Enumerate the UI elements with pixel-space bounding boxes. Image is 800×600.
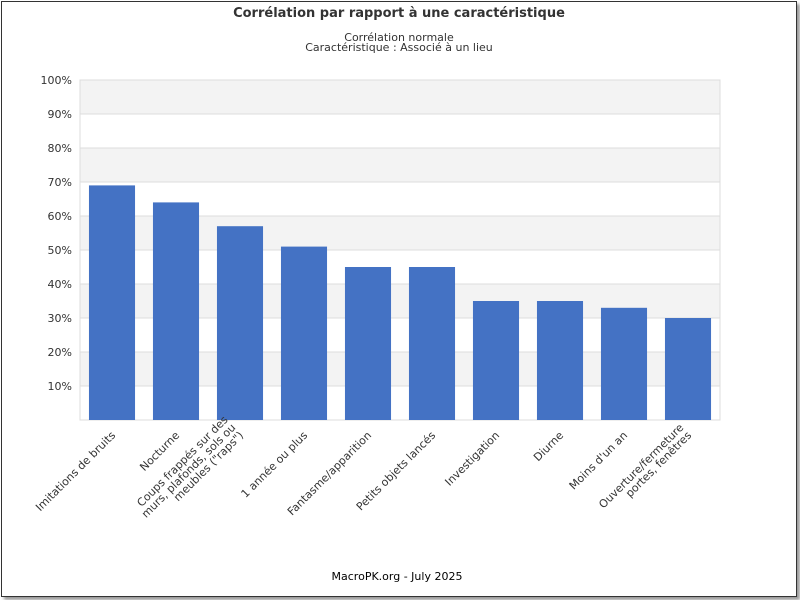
chart-subtitle-line-1: Corrélation normale [344, 31, 454, 44]
y-tick-label: 60% [48, 210, 72, 223]
y-tick-label: 100% [41, 74, 72, 87]
chart-title: Corrélation par rapport à une caractéris… [233, 6, 565, 21]
x-tick-label-line: 1 année ou plus [239, 429, 311, 501]
y-tick-label: 50% [48, 244, 72, 257]
x-tick-label-line: Diurne [531, 429, 566, 464]
bar[interactable] [536, 301, 584, 420]
y-tick-label: 80% [48, 142, 72, 155]
bar[interactable] [600, 307, 648, 420]
y-tick-label: 10% [48, 380, 72, 393]
chart-footer: MacroPK.org - July 2025 [332, 570, 463, 583]
bar[interactable] [152, 202, 200, 420]
bar[interactable] [88, 185, 136, 420]
y-tick-label: 30% [48, 312, 72, 325]
plot-border [79, 79, 721, 421]
x-tick-label-line: Imitations de bruits [33, 429, 118, 514]
bar[interactable] [664, 318, 712, 420]
plot-area: 10% 20% 30% 40% 50% 60% 70% 80% 90% 100% Imitation… [33, 74, 721, 520]
y-tick-label: 20% [48, 346, 72, 359]
x-tick-label-line: murs, plafonds, sols ou [139, 421, 238, 520]
grid-band [80, 80, 720, 114]
x-tick-label: Investigation [442, 429, 502, 489]
bar[interactable] [280, 246, 328, 420]
bar[interactable] [472, 301, 520, 420]
x-tick-label-line: Ouverture/fermeture [596, 421, 686, 511]
chart-subtitle-line-2: Caractéristique : Associé à un lieu [305, 41, 493, 54]
bar[interactable] [344, 267, 392, 420]
bar[interactable] [216, 226, 264, 420]
y-tick-label: 40% [48, 278, 72, 291]
y-tick-label: 90% [48, 108, 72, 121]
x-tick-label: Imitations de bruits [33, 429, 118, 514]
grid-band [80, 148, 720, 182]
x-tick-label: Diurne [531, 429, 566, 464]
x-tick-label: 1 année ou plus [239, 429, 311, 501]
bar[interactable] [408, 267, 456, 420]
x-tick-label-line: Investigation [442, 429, 502, 489]
y-tick-label: 70% [48, 176, 72, 189]
